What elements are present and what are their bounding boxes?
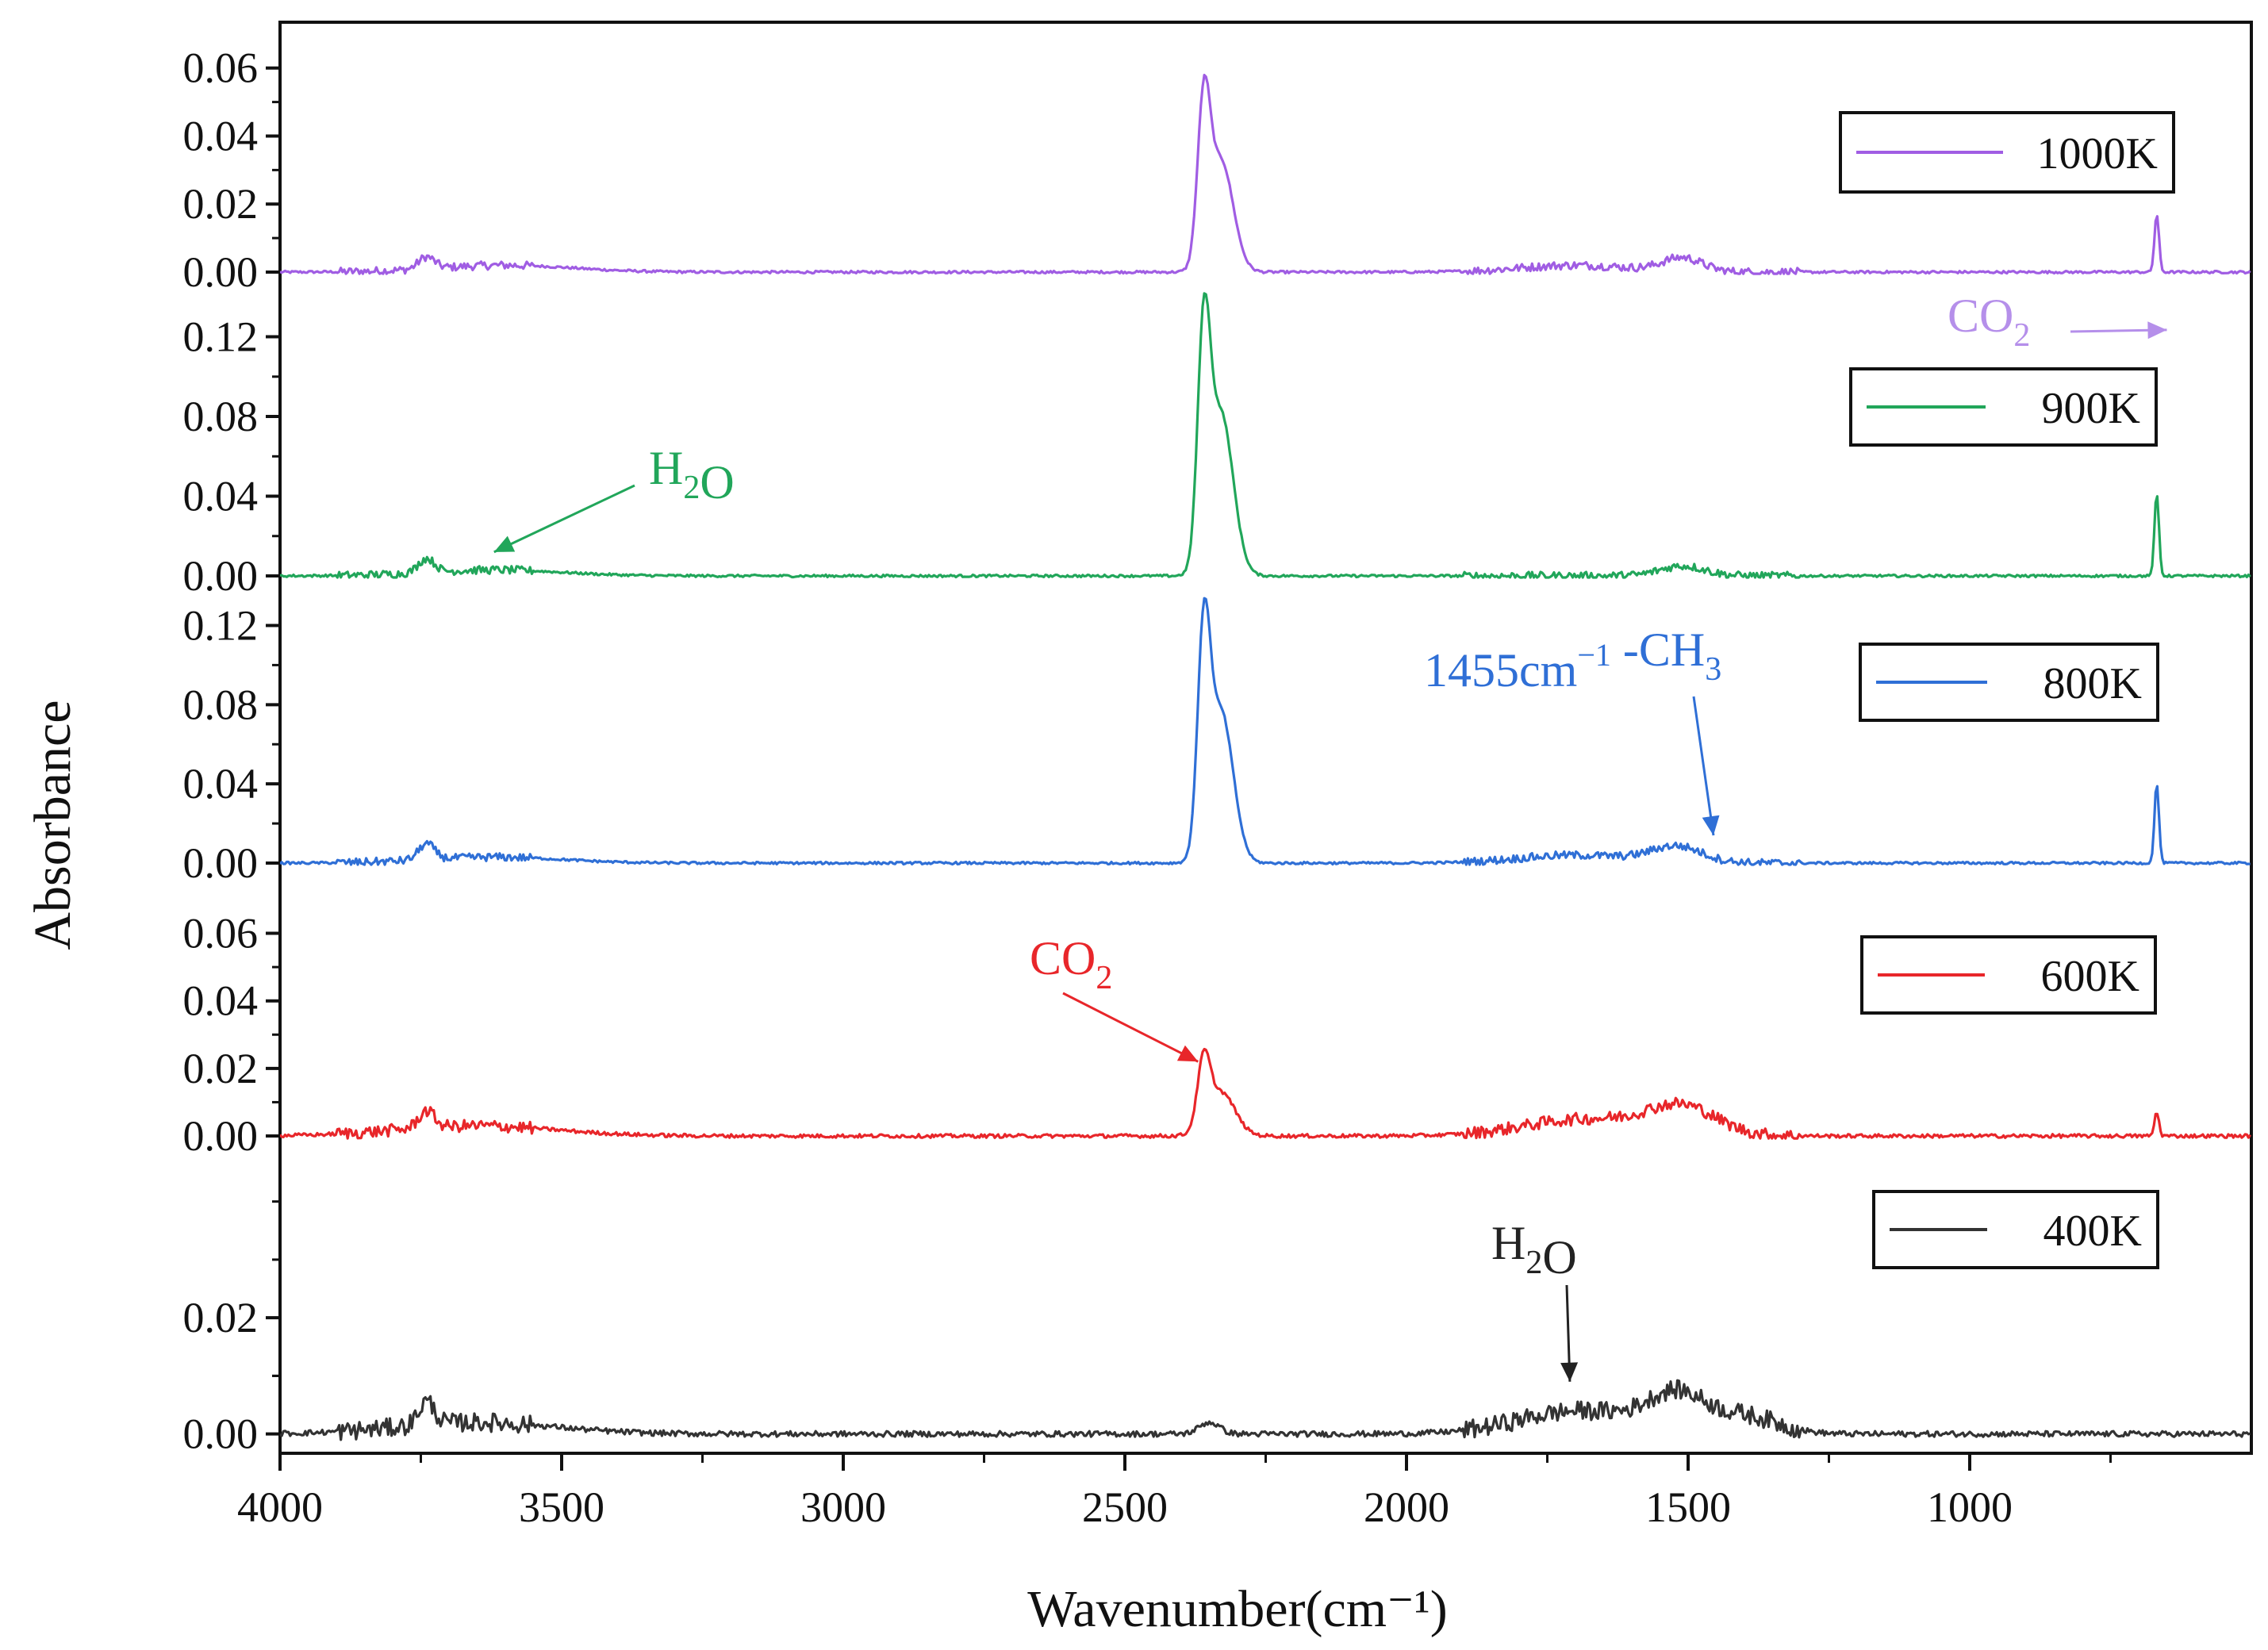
legend-1000K: 1000K (1839, 111, 2175, 194)
legend-box (1849, 367, 2158, 447)
series-600K-line (278, 1047, 2251, 1140)
series-900K-line (279, 292, 2251, 579)
annotation-arrowhead (493, 535, 516, 552)
annotation-co2-top: CO2 (1948, 290, 2167, 354)
y-tick-label: 0.04 (183, 760, 259, 808)
annotation-label: CO2 (1948, 290, 2030, 354)
x-tick-label: 2500 (1082, 1483, 1168, 1531)
annotation-h2o-400: H2O (1491, 1217, 1579, 1382)
annotation-ch3-800: 1455cm−1 -CH3 (1424, 624, 1721, 836)
y-tick-label: 0.00 (183, 839, 259, 887)
annotation-co2-600: CO2 (1030, 932, 1199, 1063)
series-1000K-line (279, 73, 2251, 275)
annotation-arrowhead (2147, 321, 2167, 340)
y-tick-label: 0.12 (183, 313, 259, 361)
annotation-arrowhead (1702, 815, 1720, 836)
y-tick-label: 0.06 (183, 44, 259, 92)
axes: 4000 3500 3000 2500 2000 1500 1000 0.06 0.04 0.02… (183, 44, 2112, 1531)
legend-400K: 400K (1872, 1190, 2159, 1269)
legend-label: 600K (2041, 952, 2139, 1001)
x-axis-title: Wavenumber(cm⁻¹) (1027, 1580, 1447, 1638)
series-800K-line (278, 597, 2251, 866)
legends: 1000K 900K 800K 600K 400K (1839, 111, 2175, 1269)
legend-label: 1000K (2037, 129, 2158, 178)
y-tick-label: 0.02 (183, 1045, 259, 1092)
y-tick-label: 0.00 (183, 248, 259, 296)
x-tick-label: 1500 (1645, 1483, 1731, 1531)
y-tick-label: 0.04 (183, 977, 259, 1025)
y-tick-label: 0.12 (183, 601, 259, 649)
x-tick-label: 1000 (1927, 1483, 2013, 1531)
y-tick-label: 0.00 (183, 552, 259, 600)
y-axis-title: Absorbance (24, 700, 82, 950)
y-tick-label: 0.06 (183, 910, 259, 957)
y-tick-label: 0.02 (183, 1294, 259, 1341)
y-tick-label: 0.08 (183, 393, 259, 440)
y-tick-label: 0.00 (183, 1410, 259, 1458)
annotation-arrow-line (493, 484, 635, 554)
legend-label: 800K (2044, 659, 2142, 708)
annotation-label: CO2 (1030, 932, 1112, 996)
x-tick-label: 3500 (519, 1483, 604, 1531)
annotation-label: H2O (649, 442, 735, 508)
x-tick-label: 4000 (237, 1483, 323, 1531)
x-tick-label: 2000 (1364, 1483, 1449, 1531)
legend-800K: 800K (1859, 643, 2159, 722)
annotation-arrowhead (1176, 1045, 1199, 1062)
x-tick-label: 3000 (800, 1483, 886, 1531)
y-tick-label: 0.04 (183, 112, 259, 159)
series-layer (278, 73, 2251, 1441)
legend-600K: 600K (1860, 935, 2157, 1015)
legend-900K: 900K (1849, 367, 2158, 447)
series-400K-line (278, 1379, 2251, 1441)
annotations: CO2 H2O 1455cm−1 -CH3 CO2 H2O (493, 290, 2167, 1382)
annotation-arrow-line (1062, 992, 1199, 1063)
legend-label: 900K (2042, 384, 2140, 433)
annotation-arrow-line (1692, 696, 1715, 836)
annotation-label: 1455cm−1 -CH3 (1424, 624, 1721, 696)
y-tick-label: 0.02 (183, 180, 259, 228)
annotation-label: H2O (1491, 1217, 1577, 1284)
y-tick-label: 0.04 (183, 473, 259, 520)
annotation-h2o-900: H2O (493, 442, 735, 554)
y-tick-label: 0.08 (183, 681, 259, 728)
annotation-arrowhead (1560, 1362, 1579, 1382)
legend-label: 400K (2044, 1207, 2142, 1256)
y-tick-label: 0.00 (183, 1112, 259, 1160)
